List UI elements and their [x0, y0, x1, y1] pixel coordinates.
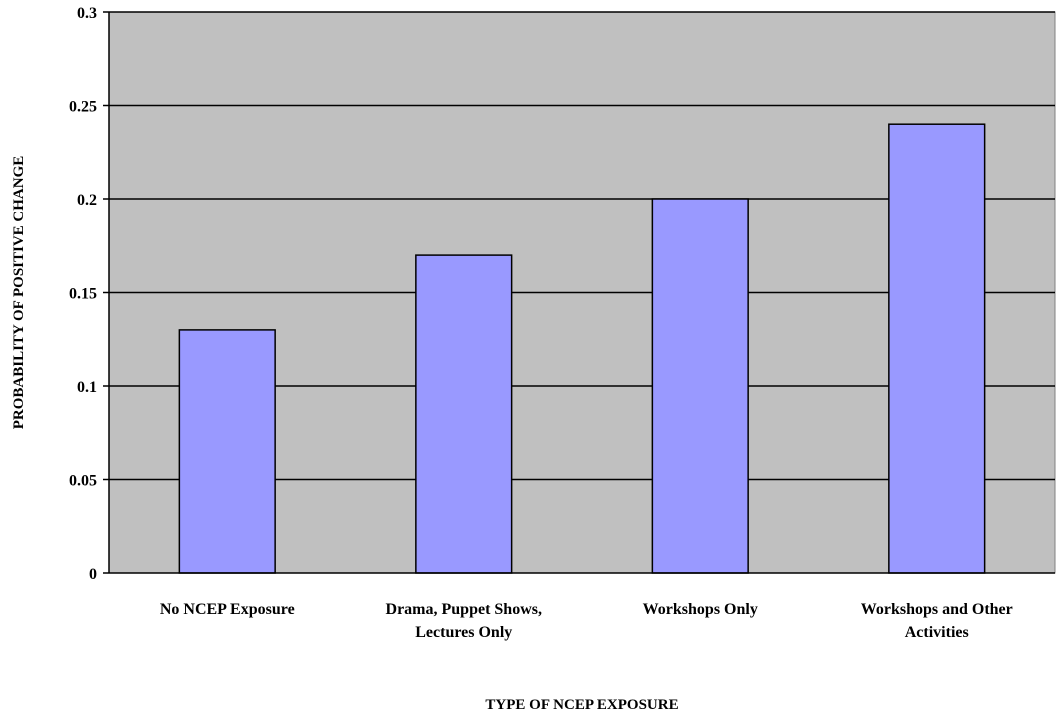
y-tick-label: 0.2	[77, 192, 97, 209]
bar	[415, 254, 513, 574]
y-tick-label: 0	[89, 566, 97, 583]
bars	[178, 123, 986, 574]
x-axis: No NCEP Exposure Drama, Puppet Shows, Lect…	[109, 572, 1055, 641]
y-tick-label: 0.05	[69, 473, 97, 490]
category-label: No NCEP Exposure	[160, 601, 295, 618]
y-tick-label: 0.1	[77, 379, 97, 396]
category-label: Workshops and Other Activities	[861, 601, 1013, 641]
bar	[178, 329, 276, 574]
bar	[888, 123, 986, 574]
bar	[651, 198, 749, 574]
y-tick-label: 0.25	[69, 99, 97, 116]
y-axis: 0 0.05 0.1 0.15 0.2 0.25 0.3	[69, 5, 110, 583]
y-tick-label: 0.3	[77, 5, 97, 22]
category-label: Drama, Puppet Shows, Lectures Only	[386, 601, 542, 641]
category-label: Workshops Only	[643, 601, 758, 618]
x-axis-title: TYPE OF NCEP EXPOSURE	[485, 697, 678, 713]
y-tick-label: 0.15	[69, 286, 97, 303]
y-axis-title: PROBABILITY OF POSITIVE CHANGE	[11, 156, 27, 430]
